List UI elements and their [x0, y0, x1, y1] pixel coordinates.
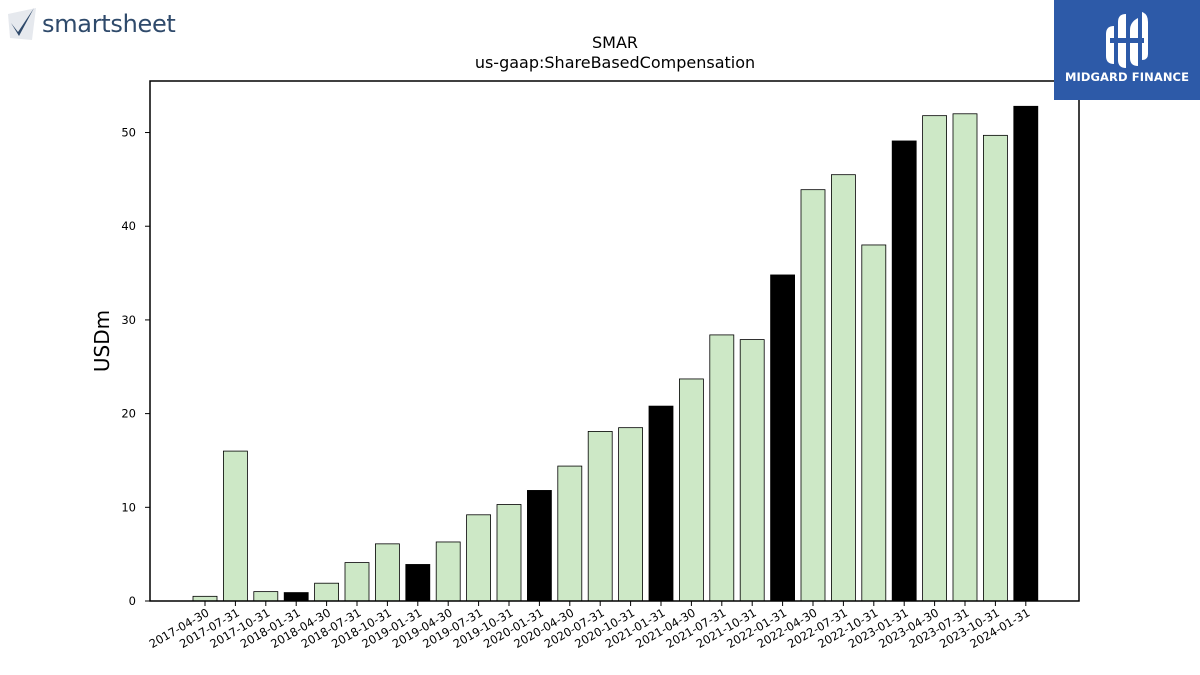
smartsheet-logo: smartsheet [6, 4, 176, 44]
bars-layer [192, 105, 1039, 602]
y-tick-label: 20 [121, 407, 136, 421]
bar-2023-01-31 [891, 140, 917, 602]
checkmark-icon [8, 8, 36, 40]
bar-2021-10-31 [739, 339, 765, 602]
y-tick-label: 30 [121, 313, 136, 327]
bar-2020-07-31 [587, 431, 613, 602]
chart-title: SMAR [592, 33, 638, 52]
y-tick-label: 0 [129, 594, 136, 608]
bar-2018-10-31 [374, 543, 400, 602]
bar-2018-01-31 [283, 592, 309, 602]
bar-2023-04-30 [922, 115, 947, 602]
bar-2023-10-31 [983, 134, 1008, 602]
smartsheet-wordmark: smartsheet [42, 10, 176, 38]
bar-2023-07-31 [952, 113, 978, 602]
bar-2021-07-31 [709, 334, 735, 602]
bar-2019-04-30 [435, 541, 461, 602]
bar-2020-04-30 [557, 465, 583, 602]
y-tick-label: 10 [121, 500, 136, 514]
bar-2021-01-31 [648, 405, 674, 602]
bar-2022-07-31 [831, 174, 856, 602]
x-axis-ticks: 2017-04-302017-07-312017-10-312018-01-31… [147, 601, 1032, 651]
y-tick-label: 50 [121, 126, 136, 140]
chart-subtitle: us-gaap:ShareBasedCompensation [475, 53, 755, 72]
plot-frame [149, 80, 1080, 602]
bar-2021-04-30 [679, 378, 704, 602]
bar-2022-10-31 [861, 244, 887, 602]
bar-2020-10-31 [618, 427, 643, 602]
bar-2022-01-31 [770, 274, 795, 602]
bar-2024-01-31 [1013, 105, 1039, 602]
bar-2018-07-31 [344, 562, 370, 602]
bar-2022-04-30 [800, 189, 826, 602]
bar-2017-07-31 [222, 450, 248, 602]
y-axis-label: USDm [90, 310, 114, 372]
bar-2020-01-31 [527, 490, 552, 602]
bar-2017-10-31 [253, 591, 279, 602]
midgard-finance-wordmark: MIDGARD FINANCE [1064, 70, 1190, 84]
bar-2019-07-31 [466, 514, 492, 602]
bar-2018-04-30 [314, 582, 340, 602]
bar-2019-01-31 [405, 564, 431, 602]
midgard-finance-logo: MIDGARD FINANCE [1054, 0, 1200, 100]
bar-2019-10-31 [496, 504, 522, 602]
y-axis-ticks: 0 10 20 30 40 50 [121, 126, 150, 608]
y-tick-label: 40 [121, 219, 136, 233]
midgard-mark-icon [1106, 12, 1148, 68]
